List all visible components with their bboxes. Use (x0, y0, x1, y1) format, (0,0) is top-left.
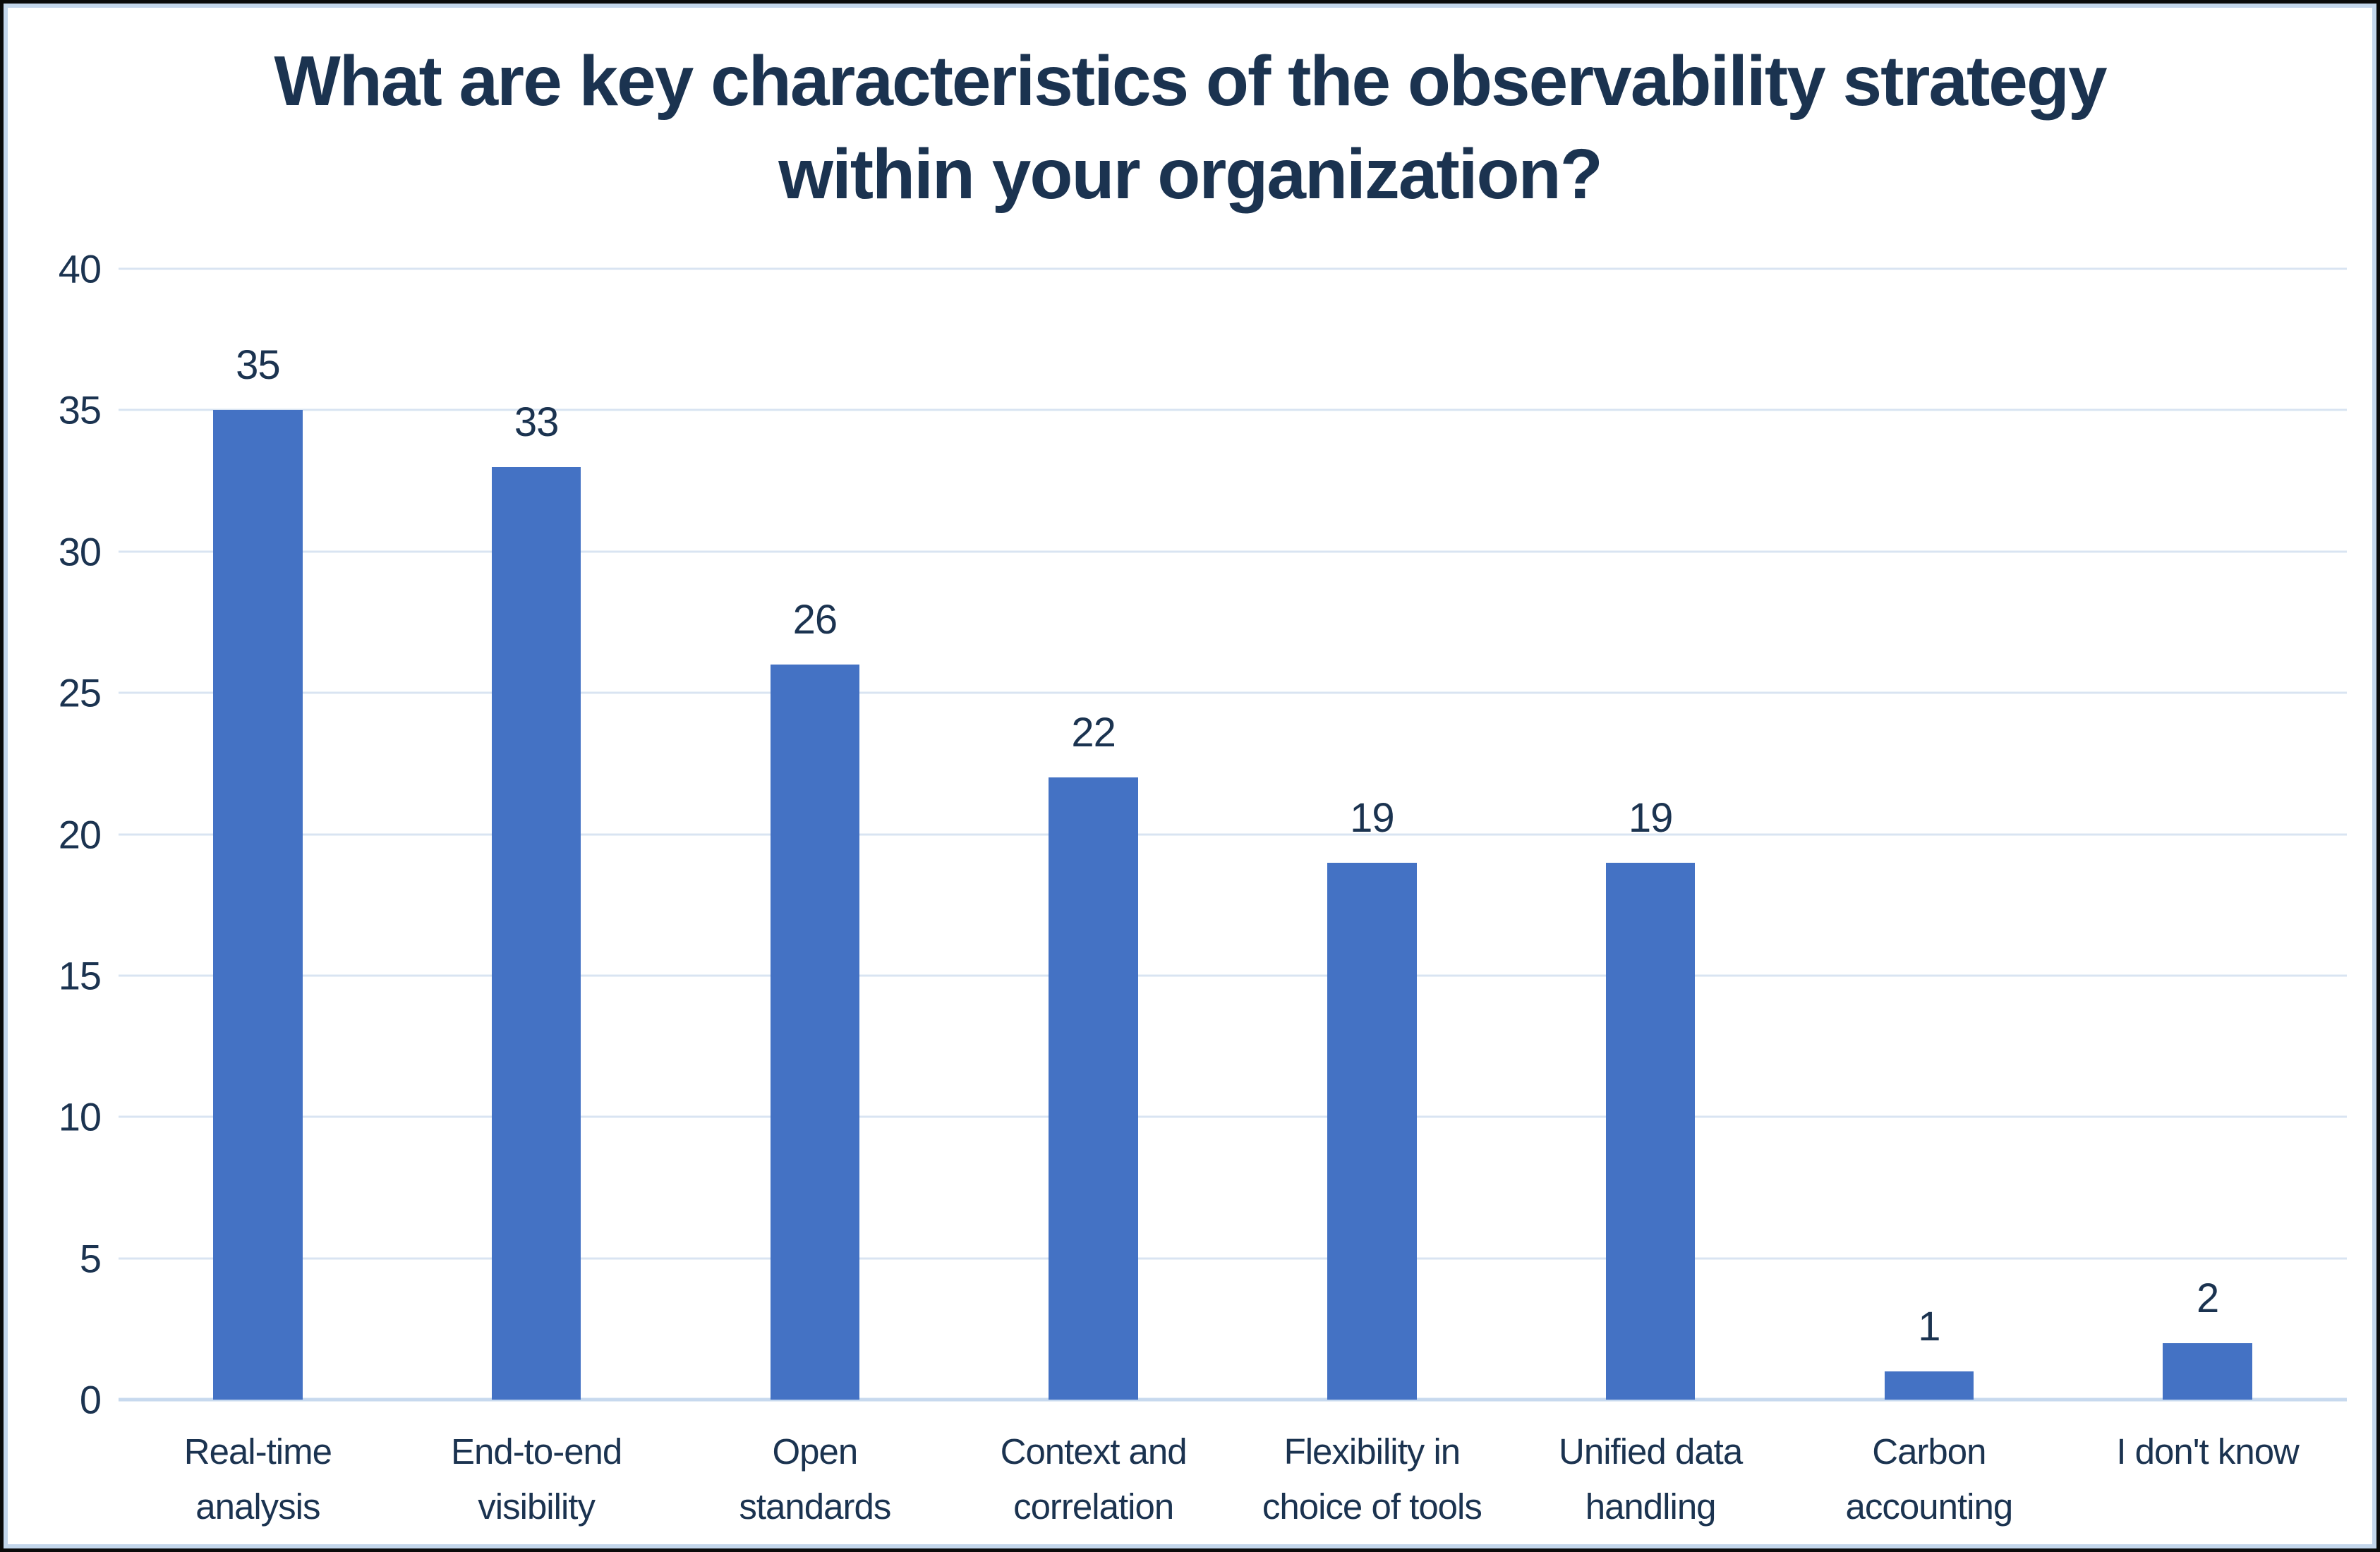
y-tick-label: 0 (79, 1377, 102, 1422)
bar (491, 466, 581, 1400)
bar (2163, 1342, 2252, 1400)
x-category-label: Unified data handling (1511, 1424, 1790, 1534)
x-category-label: End-to-end visibility (397, 1424, 676, 1534)
bar-column: 26 (676, 269, 955, 1400)
gridline (119, 974, 2347, 977)
x-category-label-line: visibility (478, 1486, 596, 1527)
x-category-label-line: End-to-end (450, 1431, 622, 1472)
bar (1605, 862, 1696, 1400)
bar-column: 1 (1790, 269, 2069, 1400)
bar-value-label: 2 (2196, 1275, 2219, 1321)
bar-column: 19 (1233, 269, 1511, 1400)
plot-area: 35 33 26 22 19 19 1 2 (119, 267, 2347, 1402)
x-category-label-line: Flexibility in (1283, 1431, 1461, 1472)
x-category-label: I don't know (2068, 1424, 2347, 1534)
bar-column: 2 (2068, 269, 2347, 1400)
x-category-label-line: I don't know (2116, 1431, 2300, 1472)
x-category-label-line: correlation (1013, 1486, 1174, 1527)
y-axis: 0 5 10 15 20 25 30 35 40 (23, 247, 102, 1422)
x-category-label-line: accounting (1845, 1486, 2014, 1527)
x-category-label-line: Context and (1000, 1431, 1188, 1472)
gridline (119, 408, 2347, 411)
bar-column: 33 (397, 269, 676, 1400)
bars-layer: 35 33 26 22 19 19 1 2 (119, 269, 2347, 1400)
y-tick-label: 5 (79, 1236, 102, 1281)
x-category-label-line: analysis (195, 1486, 320, 1527)
bar-value-label: 19 (1350, 794, 1395, 841)
y-tick-label: 15 (58, 953, 102, 998)
y-tick-label: 20 (58, 812, 102, 856)
bar-value-label: 1 (1918, 1303, 1940, 1350)
gridline (119, 833, 2347, 835)
bar-value-label: 35 (236, 342, 281, 389)
x-category-label: Flexibility in choice of tools (1233, 1424, 1511, 1534)
x-category-label: Open standards (676, 1424, 955, 1534)
x-category-label: Real-time analysis (119, 1424, 397, 1534)
y-tick-label: 10 (58, 1094, 102, 1139)
bar-value-label: 33 (514, 399, 560, 445)
gridline (119, 1257, 2347, 1260)
bar-column: 22 (954, 269, 1233, 1400)
x-category-label-line: Open (772, 1431, 858, 1472)
y-tick-label: 25 (58, 670, 102, 715)
bar (770, 665, 860, 1400)
x-category-label-line: standards (739, 1486, 891, 1527)
bar (1884, 1371, 1974, 1400)
y-tick-label: 35 (58, 387, 102, 432)
gridlines-layer (119, 267, 2347, 1402)
y-tick-label: 30 (58, 529, 102, 574)
bar-value-label: 19 (1628, 794, 1674, 841)
gridline (119, 267, 2347, 270)
x-category-label-line: Unified data (1559, 1431, 1743, 1472)
gridline (119, 1115, 2347, 1118)
gridline (119, 691, 2347, 694)
x-category-label: Context and correlation (954, 1424, 1233, 1534)
bar-value-label: 22 (1071, 710, 1116, 756)
x-axis-labels: Real-time analysis End-to-end visibility Ope… (119, 1424, 2347, 1534)
chart-title-line2: within your organization? (778, 135, 1603, 214)
x-category-label-line: Carbon (1872, 1431, 1986, 1472)
bar (213, 410, 303, 1400)
bar (1049, 777, 1138, 1400)
chart-title: What are key characteristics of the obse… (8, 35, 2372, 221)
bar-value-label: 26 (792, 597, 838, 643)
bar (1327, 862, 1417, 1400)
x-category-label-line: handling (1585, 1486, 1717, 1527)
bar-column: 19 (1511, 269, 1790, 1400)
y-tick-label: 40 (58, 246, 102, 291)
chart-title-line1: What are key characteristics of the obse… (274, 42, 2107, 121)
x-category-label-line: Real-time (183, 1431, 332, 1472)
gridline (119, 550, 2347, 553)
x-category-label: Carbon accounting (1790, 1424, 2069, 1534)
x-category-label-line: choice of tools (1262, 1486, 1482, 1527)
bar-column: 35 (119, 269, 397, 1400)
x-axis-baseline (119, 1398, 2347, 1402)
chart-canvas: What are key characteristics of the obse… (4, 4, 2376, 1548)
